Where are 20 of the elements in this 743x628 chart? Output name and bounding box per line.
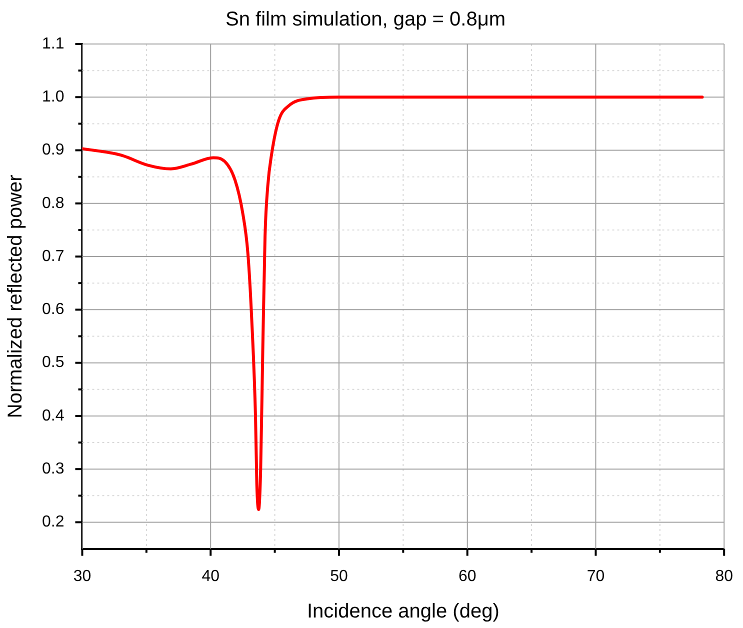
y-tick-label: 0.9 [42,142,64,159]
x-tick-label: 80 [715,568,734,585]
y-tick-label: 0.3 [42,460,64,478]
y-tick-label: 0.5 [42,354,64,372]
chart-title: Sn film simulation, gap = 0.8μm [226,8,506,31]
y-tick-label: 0.4 [42,407,64,424]
line-series [82,96,704,511]
x-axis-title: Incidence angle (deg) [306,600,500,623]
x-tick-label: 50 [330,568,348,585]
y-tick-label: 0.8 [42,194,64,212]
x-tick-label: 30 [73,568,92,585]
y-tick-label: 0.7 [42,248,64,265]
x-tick-label: 70 [586,568,605,585]
x-tick-label: 60 [458,568,476,585]
x-tick-label: 40 [202,568,220,585]
y-tick-label: 1.0 [42,88,64,106]
y-tick-label: 0.2 [42,514,64,531]
y-axis-title: Normalized reflected power [4,174,27,418]
y-tick-label: 0.6 [42,301,64,318]
y-tick-label: 1.1 [42,35,64,52]
